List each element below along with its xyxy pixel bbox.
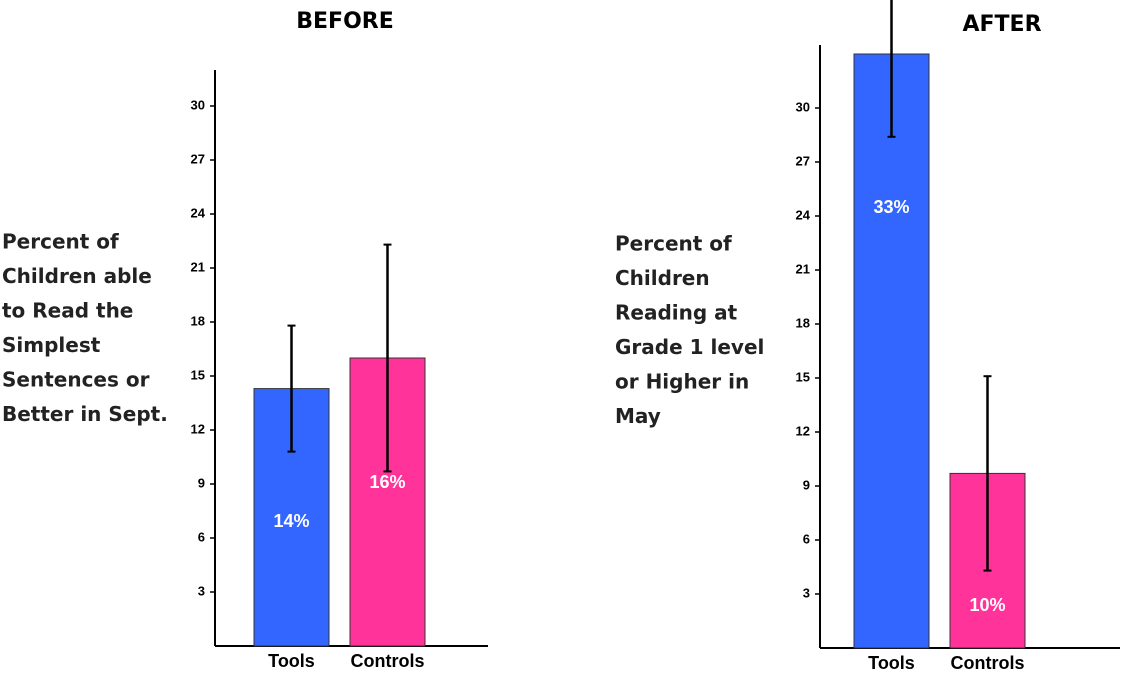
y-tick-label: 30: [796, 99, 810, 114]
y-tick-label: 21: [796, 261, 810, 276]
y-tick-label: 27: [191, 151, 205, 166]
y-tick-label: 6: [803, 531, 810, 546]
y-tick-label: 18: [796, 315, 810, 330]
y-tick-label: 24: [191, 205, 206, 220]
y-tick-label: 30: [191, 97, 205, 112]
y-tick-label: 24: [796, 207, 811, 222]
y-axis-label: Percent of: [615, 232, 732, 256]
y-axis-label: Sentences or: [2, 368, 150, 392]
value-label: 33%: [873, 197, 909, 217]
y-tick-label: 3: [198, 583, 205, 598]
y-tick-label: 12: [796, 423, 810, 438]
y-tick-label: 27: [796, 153, 810, 168]
y-axis-label: Children: [615, 266, 710, 290]
y-axis-label: Grade 1 level: [615, 335, 764, 359]
x-tick-label: Tools: [868, 653, 915, 673]
value-label: 16%: [369, 472, 405, 492]
chart-title: BEFORE: [296, 9, 394, 34]
y-axis-label: Better in Sept.: [2, 402, 168, 426]
x-tick-label: Controls: [351, 651, 425, 671]
chart-title: AFTER: [962, 12, 1041, 37]
y-tick-label: 6: [198, 529, 205, 544]
y-tick-label: 9: [198, 475, 205, 490]
y-tick-label: 21: [191, 259, 205, 274]
y-tick-label: 18: [191, 313, 205, 328]
y-axis-label: Simplest: [2, 333, 101, 357]
bar: [853, 53, 930, 649]
x-tick-label: Controls: [951, 653, 1025, 673]
y-axis-label: May: [615, 404, 661, 428]
y-axis-label: to Read the: [2, 299, 133, 323]
value-label: 14%: [273, 511, 309, 531]
y-axis-label: Percent of: [2, 230, 119, 254]
y-axis-label: or Higher in: [615, 370, 749, 394]
y-tick-label: 12: [191, 421, 205, 436]
value-label: 10%: [969, 595, 1005, 615]
y-tick-label: 9: [803, 477, 810, 492]
y-tick-label: 3: [803, 585, 810, 600]
x-tick-label: Tools: [268, 651, 315, 671]
y-tick-label: 15: [191, 367, 205, 382]
y-axis-label: Children able: [2, 264, 152, 288]
y-tick-label: 15: [796, 369, 810, 384]
y-axis-label: Reading at: [615, 301, 738, 325]
